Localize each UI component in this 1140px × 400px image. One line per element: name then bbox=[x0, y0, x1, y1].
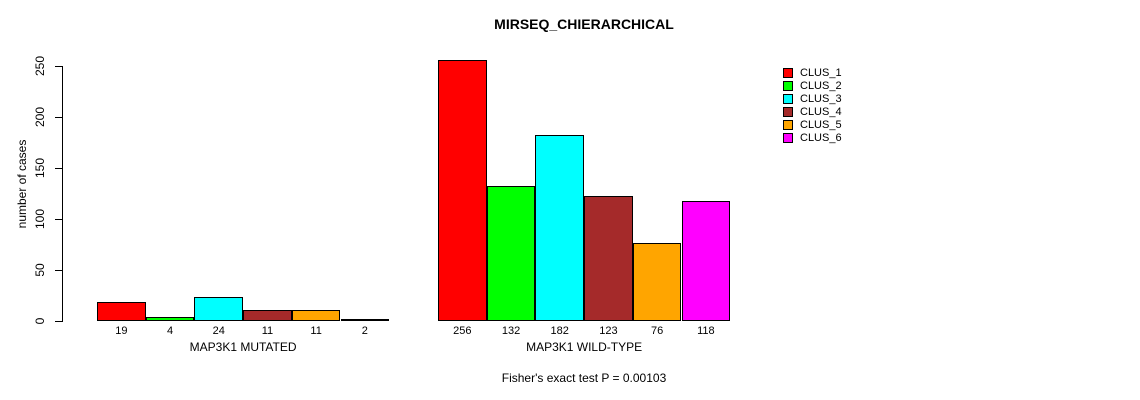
bar bbox=[97, 301, 146, 321]
bar-value-label: 4 bbox=[166, 325, 174, 337]
bar bbox=[340, 318, 390, 321]
y-tick-label: 200 bbox=[33, 106, 47, 128]
group-axis-label: MAP3K1 WILD-TYPE bbox=[526, 340, 643, 354]
y-tick-mark bbox=[55, 168, 62, 169]
y-tick-mark bbox=[55, 321, 62, 322]
y-tick-label: 250 bbox=[33, 55, 47, 77]
bar bbox=[486, 186, 536, 321]
bar bbox=[194, 296, 244, 321]
legend-label: CLUS_6 bbox=[800, 132, 842, 144]
y-tick-label: 100 bbox=[33, 208, 47, 230]
bar bbox=[438, 59, 487, 321]
legend-label: CLUS_4 bbox=[800, 105, 842, 118]
legend-color-swatch bbox=[783, 80, 793, 91]
bar bbox=[535, 135, 585, 321]
y-axis-line bbox=[62, 66, 63, 322]
bar-value-label: 182 bbox=[550, 325, 569, 337]
legend-item: CLUS_5 bbox=[783, 118, 842, 131]
legend-label: CLUS_2 bbox=[800, 79, 842, 92]
bar bbox=[291, 309, 341, 321]
bar bbox=[681, 200, 731, 321]
bar-value-label: 2 bbox=[361, 325, 368, 337]
legend-color-swatch bbox=[783, 106, 793, 117]
bar bbox=[243, 309, 292, 321]
bar-value-label: 132 bbox=[501, 325, 521, 337]
legend-label: CLUS_5 bbox=[800, 118, 842, 131]
y-tick-mark bbox=[55, 66, 62, 67]
bar-value-label: 11 bbox=[310, 325, 322, 337]
bar-value-label: 11 bbox=[261, 325, 274, 337]
legend-label: CLUS_1 bbox=[800, 66, 842, 79]
bar-value-label: 19 bbox=[115, 325, 128, 337]
y-tick-mark bbox=[55, 117, 62, 118]
legend-item: CLUS_1 bbox=[783, 66, 842, 79]
legend-color-swatch bbox=[783, 133, 793, 143]
group-axis-label: MAP3K1 MUTATED bbox=[189, 340, 297, 354]
legend-color-swatch bbox=[783, 67, 793, 78]
bar bbox=[145, 316, 195, 321]
chart-title: MIRSEQ_CHIERARCHICAL bbox=[494, 16, 674, 32]
legend-item: CLUS_6 bbox=[783, 132, 842, 145]
y-tick-mark bbox=[55, 219, 62, 220]
bar-value-label: 256 bbox=[453, 325, 472, 337]
bar-value-label: 118 bbox=[697, 325, 715, 337]
legend-item: CLUS_4 bbox=[783, 105, 842, 118]
y-tick-label: 150 bbox=[33, 157, 47, 179]
bar bbox=[632, 243, 682, 321]
y-tick-label: 50 bbox=[33, 263, 47, 277]
fisher-test-annotation: Fisher's exact test P = 0.00103 bbox=[501, 371, 667, 385]
bar-value-label: 76 bbox=[651, 325, 664, 337]
legend-item: CLUS_3 bbox=[783, 92, 842, 105]
bar bbox=[584, 195, 633, 321]
y-axis-title: number of cases bbox=[15, 139, 29, 229]
legend-color-swatch bbox=[783, 93, 793, 104]
bar-value-label: 24 bbox=[212, 325, 225, 337]
bar-value-label: 123 bbox=[599, 325, 618, 337]
legend-color-swatch bbox=[783, 119, 793, 130]
legend-label: CLUS_3 bbox=[800, 92, 842, 105]
y-tick-label: 0 bbox=[33, 317, 47, 325]
y-tick-mark bbox=[55, 270, 62, 271]
legend-item: CLUS_2 bbox=[783, 79, 842, 92]
